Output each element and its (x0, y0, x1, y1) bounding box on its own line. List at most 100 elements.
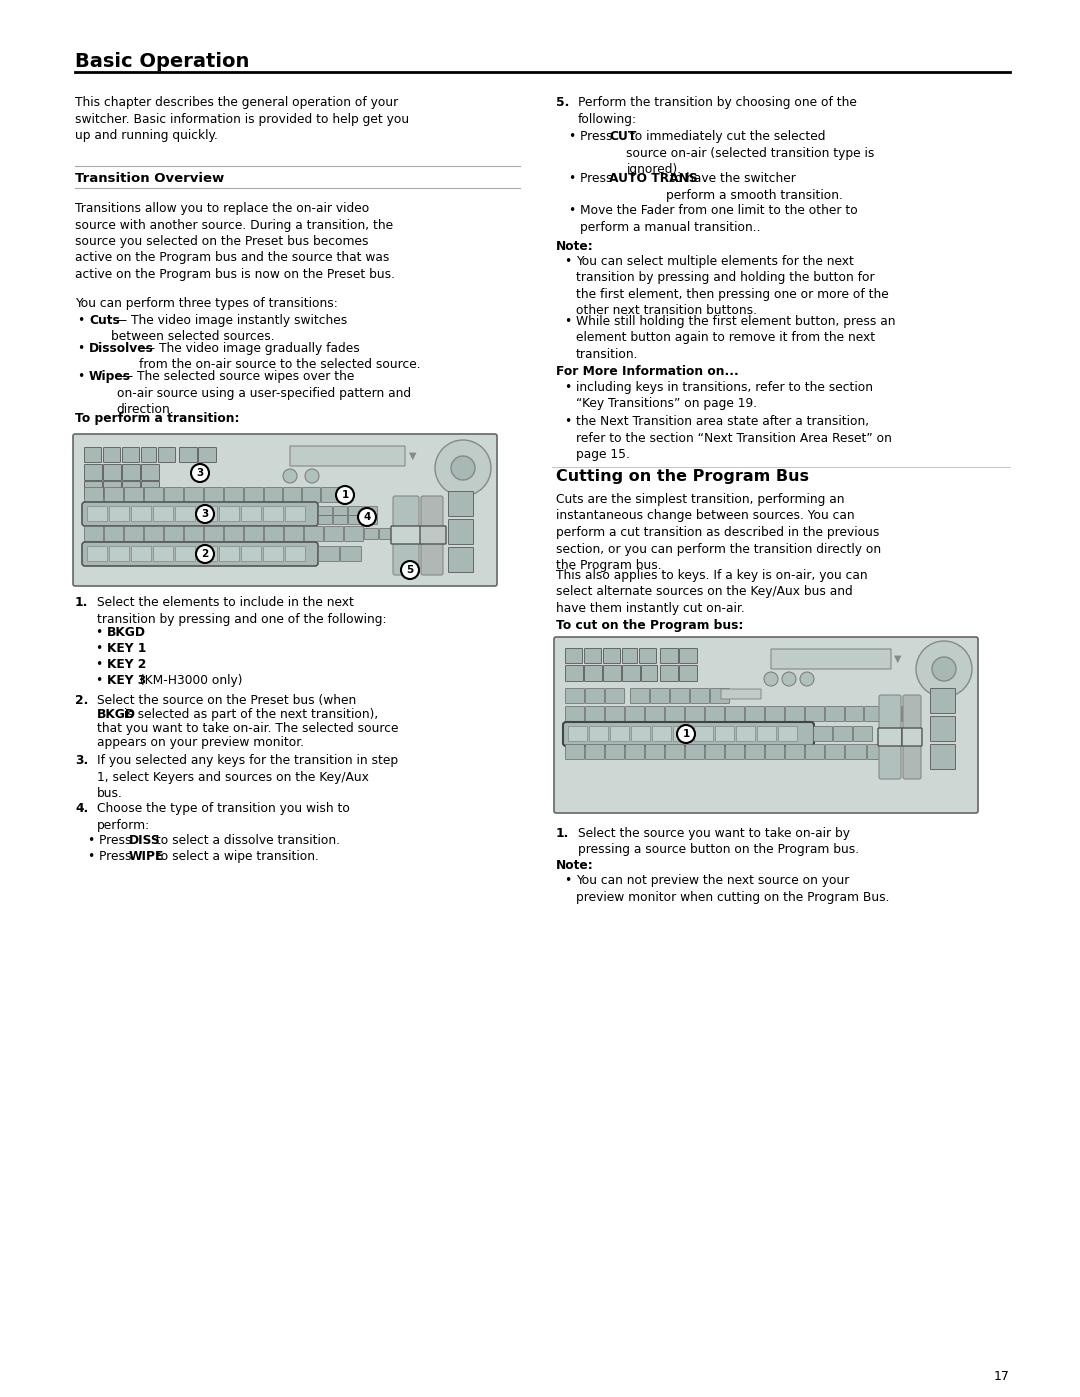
FancyBboxPatch shape (671, 689, 689, 704)
FancyBboxPatch shape (340, 546, 362, 562)
Text: to select a wipe transition.: to select a wipe transition. (152, 849, 319, 863)
FancyBboxPatch shape (883, 707, 902, 721)
FancyBboxPatch shape (124, 527, 144, 542)
FancyBboxPatch shape (421, 496, 443, 576)
FancyBboxPatch shape (302, 488, 321, 503)
FancyBboxPatch shape (364, 515, 378, 524)
FancyBboxPatch shape (185, 527, 203, 542)
FancyBboxPatch shape (175, 507, 195, 521)
Text: Basic Operation: Basic Operation (75, 52, 249, 71)
FancyBboxPatch shape (225, 527, 243, 542)
FancyBboxPatch shape (604, 648, 621, 664)
FancyBboxPatch shape (305, 527, 324, 542)
FancyBboxPatch shape (674, 726, 692, 742)
FancyBboxPatch shape (284, 527, 303, 542)
FancyBboxPatch shape (813, 726, 833, 742)
FancyBboxPatch shape (715, 726, 734, 742)
FancyBboxPatch shape (902, 728, 922, 746)
Text: •: • (564, 314, 571, 328)
Text: 1: 1 (683, 729, 690, 739)
Text: to immediately cut the selected
source on-air (selected transition type is
ignor: to immediately cut the selected source o… (626, 130, 875, 176)
Text: — The video image gradually fades
from the on-air source to the selected source.: — The video image gradually fades from t… (139, 342, 420, 372)
FancyBboxPatch shape (265, 488, 283, 503)
FancyBboxPatch shape (566, 745, 584, 760)
FancyBboxPatch shape (104, 447, 121, 462)
Circle shape (916, 641, 972, 697)
FancyBboxPatch shape (349, 515, 363, 524)
FancyBboxPatch shape (590, 726, 608, 742)
Text: •: • (568, 204, 576, 217)
Circle shape (336, 486, 354, 504)
Text: 4.: 4. (75, 802, 89, 814)
FancyBboxPatch shape (694, 726, 714, 742)
FancyBboxPatch shape (757, 726, 777, 742)
Text: Press: Press (99, 849, 135, 863)
FancyBboxPatch shape (124, 488, 144, 503)
Text: BKGD: BKGD (107, 626, 146, 638)
FancyBboxPatch shape (853, 726, 873, 742)
FancyBboxPatch shape (104, 482, 121, 497)
FancyBboxPatch shape (879, 694, 901, 780)
Circle shape (357, 509, 376, 527)
FancyBboxPatch shape (606, 689, 624, 704)
FancyBboxPatch shape (867, 745, 889, 760)
FancyBboxPatch shape (199, 447, 216, 462)
FancyBboxPatch shape (420, 527, 446, 543)
FancyBboxPatch shape (661, 665, 678, 682)
FancyBboxPatch shape (82, 542, 318, 566)
Circle shape (782, 672, 796, 686)
FancyBboxPatch shape (665, 745, 685, 760)
FancyBboxPatch shape (319, 507, 333, 515)
Circle shape (435, 440, 491, 496)
FancyBboxPatch shape (264, 546, 283, 562)
FancyBboxPatch shape (665, 707, 685, 721)
FancyBboxPatch shape (324, 527, 343, 542)
FancyBboxPatch shape (365, 528, 378, 539)
FancyBboxPatch shape (771, 650, 891, 669)
FancyBboxPatch shape (84, 447, 102, 462)
FancyBboxPatch shape (721, 689, 761, 698)
FancyBboxPatch shape (639, 648, 657, 664)
FancyBboxPatch shape (566, 665, 583, 682)
FancyBboxPatch shape (185, 488, 203, 503)
Text: To cut on the Program bus:: To cut on the Program bus: (556, 619, 743, 631)
FancyBboxPatch shape (931, 689, 956, 714)
FancyBboxPatch shape (566, 707, 584, 721)
Text: This also applies to keys. If a key is on-air, you can
select alternate sources : This also applies to keys. If a key is o… (556, 569, 867, 615)
Text: Transitions allow you to replace the on-air video
source with another source. Du: Transitions allow you to replace the on-… (75, 203, 395, 281)
Text: 1.: 1. (556, 827, 569, 840)
Text: Move the Fader from one limit to the other to
perform a manual transition..: Move the Fader from one limit to the oth… (580, 204, 858, 233)
Text: to have the switcher
perform a smooth transition.: to have the switcher perform a smooth tr… (666, 172, 843, 201)
FancyBboxPatch shape (604, 665, 621, 682)
FancyBboxPatch shape (726, 707, 744, 721)
Text: Choose the type of transition you wish to
perform:: Choose the type of transition you wish t… (97, 802, 350, 831)
FancyBboxPatch shape (650, 689, 670, 704)
FancyBboxPatch shape (903, 707, 920, 721)
Text: KEY 1: KEY 1 (107, 643, 147, 655)
FancyBboxPatch shape (846, 745, 866, 760)
FancyBboxPatch shape (554, 637, 978, 813)
FancyBboxPatch shape (198, 546, 217, 562)
FancyBboxPatch shape (322, 488, 339, 503)
FancyBboxPatch shape (903, 694, 921, 780)
FancyBboxPatch shape (393, 496, 419, 576)
Text: You can not preview the next source on your
preview monitor when cutting on the : You can not preview the next source on y… (576, 875, 890, 904)
FancyBboxPatch shape (584, 648, 602, 664)
Text: — The video image instantly switches
between selected sources.: — The video image instantly switches bet… (111, 314, 348, 344)
FancyBboxPatch shape (265, 527, 283, 542)
FancyBboxPatch shape (585, 745, 605, 760)
FancyBboxPatch shape (834, 726, 852, 742)
Text: If you selected any keys for the transition in step
1, select Keyers and sources: If you selected any keys for the transit… (97, 754, 399, 800)
FancyBboxPatch shape (122, 464, 140, 481)
Circle shape (800, 672, 814, 686)
Text: While still holding the first element button, press an
element button again to r: While still holding the first element bu… (576, 314, 895, 360)
FancyBboxPatch shape (825, 707, 845, 721)
FancyBboxPatch shape (737, 726, 756, 742)
Text: Note:: Note: (556, 859, 594, 872)
Text: Select the elements to include in the next
transition by pressing and one of the: Select the elements to include in the ne… (97, 597, 387, 626)
FancyBboxPatch shape (625, 745, 645, 760)
FancyBboxPatch shape (606, 745, 624, 760)
FancyBboxPatch shape (566, 689, 584, 704)
Text: 3.: 3. (75, 754, 89, 767)
Text: •: • (95, 626, 103, 638)
